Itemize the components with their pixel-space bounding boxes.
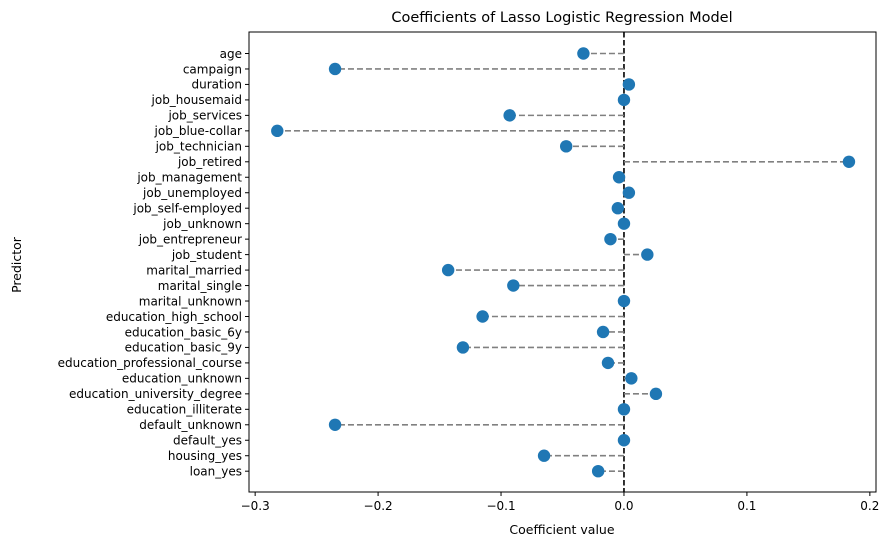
y-tick-label-duration: duration [192,78,243,92]
y-tick-label-education_basic_9y: education_basic_9y [125,341,242,355]
y-tick-label-job_unemployed: job_unemployed [142,186,242,200]
y-axis-label: Predictor [9,236,24,293]
point-default_unknown [328,418,342,431]
point-job_retired [842,155,856,168]
y-tick-label-education_illiterate: education_illiterate [127,403,242,417]
point-marital_married [441,263,455,277]
point-marital_unknown [617,294,631,308]
y-tick-label-campaign: campaign [183,62,242,76]
plot-frame [248,31,877,493]
point-job_self-employed [611,202,625,215]
point-default_yes [617,434,631,447]
y-tick-label-job_unknown: job_unknown [162,217,242,231]
y-tick-label-job_entrepreneur: job_entrepreneur [138,232,242,246]
y-tick-label-job_technician: job_technician [155,140,242,154]
point-education_basic_9y [456,341,470,354]
point-education_illiterate [617,403,631,416]
point-job_entrepreneur [604,232,617,246]
x-tick-label-3: 0.0 [614,499,633,513]
point-age [577,47,590,60]
point-education_university_degree [649,387,663,401]
y-tick-label-housing_yes: housing_yes [168,449,242,463]
y-tick-label-education_unknown: education_unknown [122,372,242,386]
point-marital_single [507,279,520,292]
y-tick-label-job_housemaid: job_housemaid [151,93,242,107]
point-job_blue-collar [271,124,284,138]
y-tick-label-education_professional_course: education_professional_course [58,356,242,370]
point-job_technician [559,140,573,153]
y-tick-label-job_management: job_management [136,171,242,185]
point-job_unemployed [622,186,636,199]
y-tick-label-marital_single: marital_single [158,279,242,293]
y-tick-label-education_high_school: education_high_school [106,310,242,324]
point-education_unknown [625,372,638,385]
y-tick-label-age: age [220,47,242,61]
x-tick-label-5: 0.2 [860,499,879,513]
y-tick-label-job_services: job_services [167,109,242,123]
y-tick-label-job_blue-collar: job_blue-collar [154,124,243,138]
point-loan_yes [591,464,605,478]
point-education_professional_course [601,356,615,370]
y-tick-label-job_student: job_student [171,248,242,262]
chart-title: Coefficients of Lasso Logistic Regressio… [391,10,732,26]
x-axis-label: Coefficient value [509,522,614,537]
point-education_high_school [476,310,489,323]
y-tick-label-education_basic_6y: education_basic_6y [125,325,242,339]
x-tick-label-4: 0.1 [737,499,756,513]
y-tick-label-education_university_degree: education_university_degree [69,387,242,401]
point-job_unknown [617,217,631,230]
point-education_basic_6y [596,325,610,339]
point-duration [622,78,636,91]
point-job_housemaid [617,93,631,107]
y-tick-label-loan_yes: loan_yes [190,464,242,478]
y-tick-label-marital_unknown: marital_unknown [139,294,242,308]
point-job_student [641,248,654,261]
point-job_services [503,109,516,122]
point-housing_yes [537,449,551,462]
point-job_management [612,171,626,184]
y-tick-label-job_retired: job_retired [177,155,242,169]
x-tick-label-1: −0.2 [364,499,393,513]
x-tick-label-2: −0.1 [486,499,515,513]
y-tick-label-default_unknown: default_unknown [139,418,242,432]
y-tick-label-marital_married: marital_married [146,263,242,277]
y-tick-label-default_yes: default_yes [173,434,242,448]
point-campaign [328,62,342,76]
x-tick-label-0: −0.3 [241,499,270,513]
y-tick-label-job_self-employed: job_self-employed [132,202,242,216]
